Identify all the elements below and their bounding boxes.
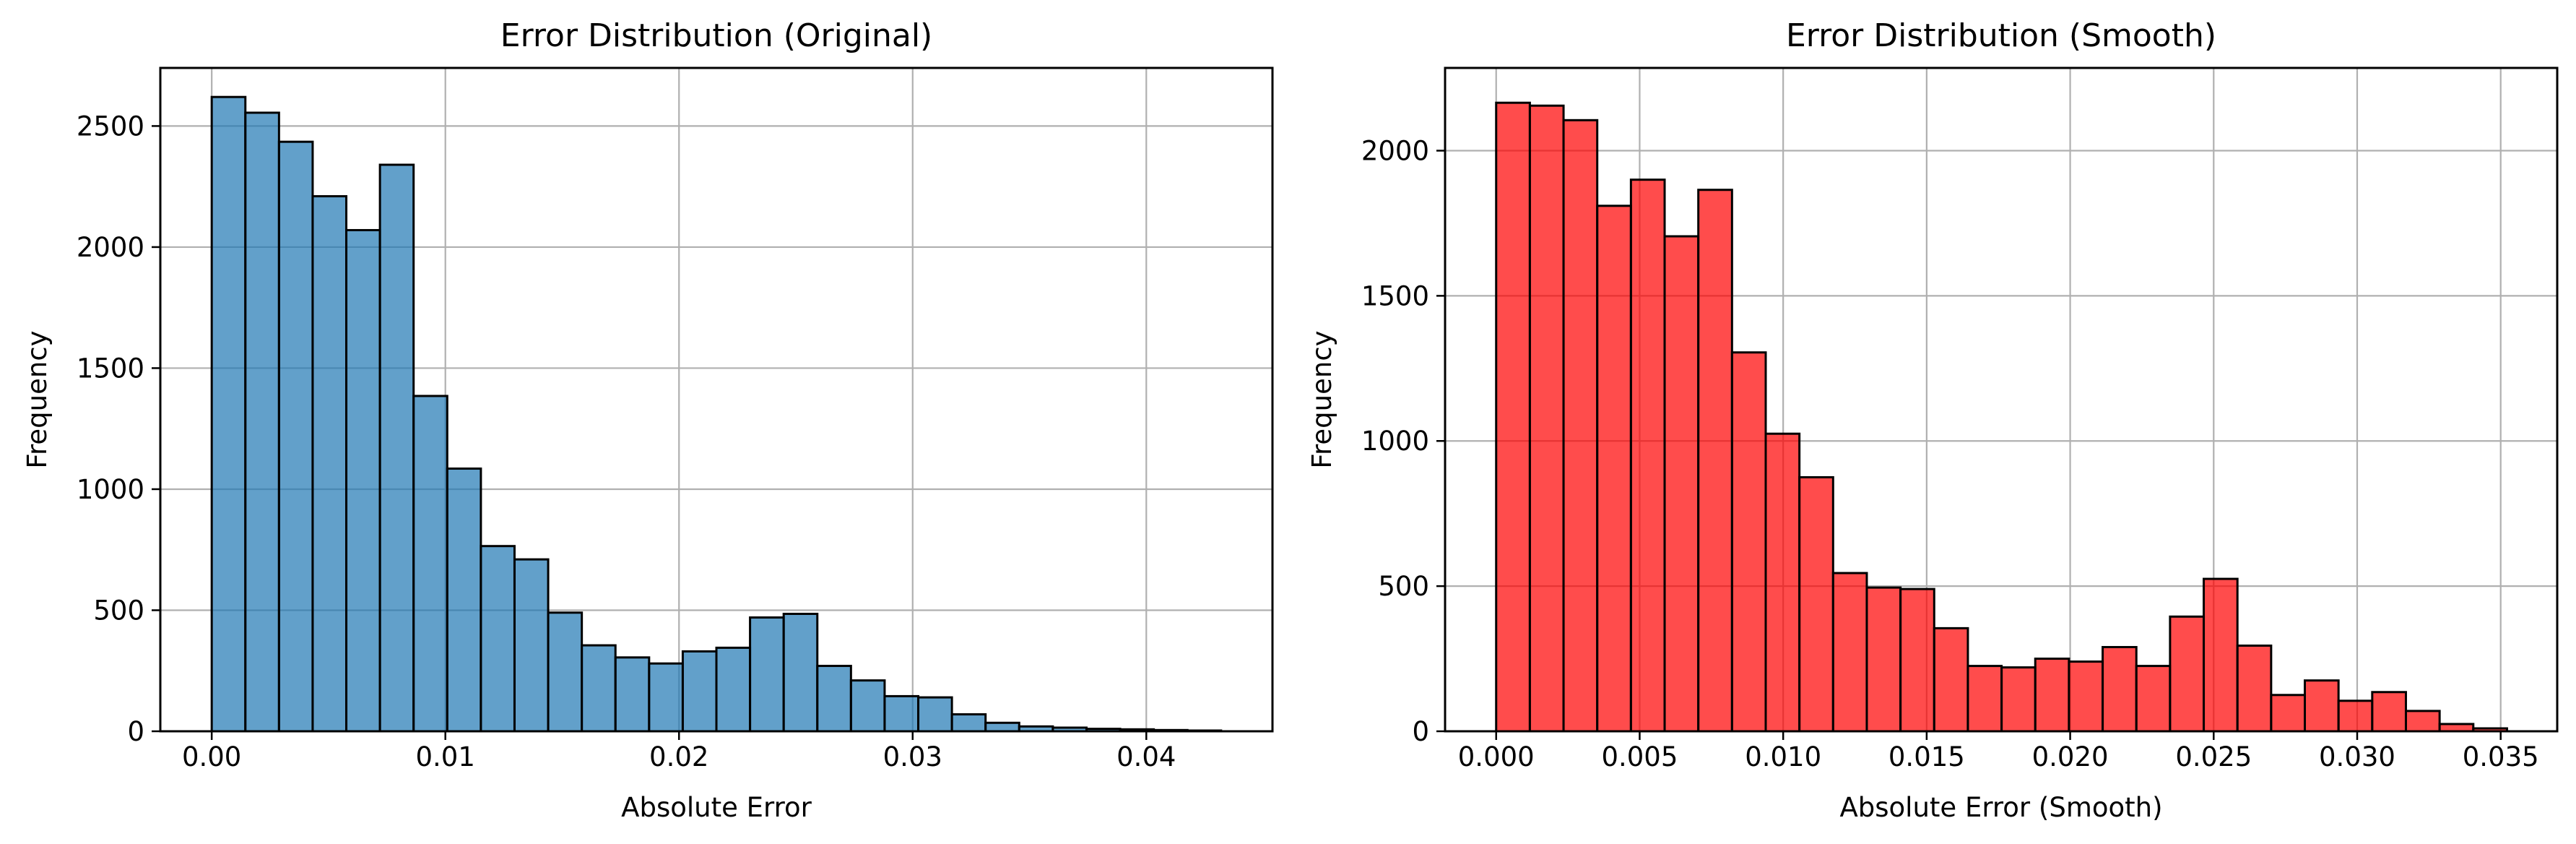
y-tick-label: 500 [93, 595, 144, 626]
x-axis-label: Absolute Error (Smooth) [1839, 792, 2162, 823]
x-tick-label: 0.020 [2032, 741, 2109, 772]
histogram-bar [1764, 432, 1801, 733]
plot-frame [159, 66, 1274, 733]
histogram-original-panel: 0.00 0.01 0.02 0.03 0.04 0 500 1000 1500 2000 2500… [22, 17, 1274, 823]
histogram-bar [2203, 577, 2239, 733]
y-tick-label: 2000 [77, 232, 144, 263]
y-tick-label: 2500 [77, 111, 144, 142]
chart-title: Error Distribution (Smooth) [1786, 17, 2216, 54]
y-tick-label: 1000 [77, 474, 144, 505]
histogram-bar [2236, 644, 2273, 733]
x-tick-label: 0.025 [2175, 741, 2252, 772]
histogram-bar [1629, 178, 1666, 733]
histogram-bar [614, 656, 651, 733]
histogram-bar [648, 662, 684, 733]
histogram-bar [2034, 658, 2070, 733]
histogram-bar [917, 696, 953, 733]
plot-frame [1444, 66, 2559, 733]
y-tick-label: 500 [1378, 571, 1429, 602]
y-axis-label: Frequency [22, 330, 53, 468]
histogram-bar [2169, 615, 2206, 733]
histogram-bar [244, 111, 280, 733]
x-tick-label: 0.04 [1116, 741, 1176, 772]
histogram-bar [681, 650, 718, 733]
histogram-bar [1562, 119, 1599, 733]
histogram-smooth-panel: 0.000 0.005 0.010 0.015 0.020 0.025 0.030 0.035… [1306, 17, 2559, 823]
histogram-bar [715, 646, 752, 733]
histogram-bar [950, 713, 987, 733]
histogram-bar [378, 163, 415, 733]
histogram-bar [277, 140, 314, 733]
histogram-bar [210, 95, 247, 733]
histogram-bar [547, 611, 584, 733]
x-tick-label: 0.03 [883, 741, 942, 772]
histogram-bar [2270, 694, 2307, 733]
histogram-bar [1596, 204, 1632, 733]
histogram-bar [1663, 235, 1700, 733]
histogram-bar [782, 613, 819, 733]
histogram-bar [2438, 723, 2475, 733]
histogram-bar [2000, 666, 2037, 733]
x-tick-label: 0.010 [1745, 741, 1821, 772]
histogram-bar [581, 644, 617, 733]
y-tick-label: 2000 [1361, 135, 1429, 166]
x-tick-label: 0.01 [416, 741, 475, 772]
histogram-bar [311, 195, 348, 733]
histogram-bar [1697, 189, 1733, 733]
histogram-bar [2371, 691, 2407, 733]
x-tick-label: 0.000 [1458, 741, 1535, 772]
x-tick-label: 0.015 [1888, 741, 1965, 772]
histogram-bar [1495, 101, 1531, 733]
histogram-bar [2102, 645, 2138, 733]
x-tick-label: 0.02 [649, 741, 708, 772]
histogram-bar [412, 395, 448, 733]
histogram-bar [1933, 626, 1969, 733]
histogram-bar [849, 679, 886, 733]
histogram-bar [2337, 699, 2374, 733]
x-axis-label: Absolute Error [621, 792, 812, 823]
histogram-bar [749, 616, 785, 733]
x-tick-label: 0.035 [2463, 741, 2539, 772]
x-tick-label: 0.00 [182, 741, 241, 772]
histogram-bar [1899, 587, 1935, 733]
y-tick-label: 1500 [1361, 280, 1429, 311]
histogram-bar [480, 545, 516, 733]
histogram-bar [2304, 679, 2340, 733]
histogram-bar [1865, 586, 1902, 733]
histogram-bar [984, 721, 1020, 733]
histogram-bar [446, 467, 482, 733]
histogram-bar [2404, 710, 2441, 733]
histogram-bar [1528, 104, 1565, 733]
y-axis-label: Frequency [1306, 330, 1337, 468]
histogram-bar [1798, 475, 1834, 733]
histogram-bar [816, 665, 852, 733]
y-tick-label: 0 [1412, 716, 1429, 747]
histogram-bar [513, 558, 550, 733]
histogram-bar [1966, 665, 2003, 733]
x-tick-label: 0.005 [1601, 741, 1678, 772]
histogram-bar [345, 228, 381, 733]
y-tick-label: 1000 [1361, 426, 1429, 457]
y-tick-label: 1500 [77, 353, 144, 384]
histogram-bar [1730, 351, 1767, 733]
y-tick-label: 0 [127, 716, 144, 747]
x-tick-label: 0.030 [2319, 741, 2395, 772]
histogram-bar [1831, 572, 1868, 733]
histogram-bar [2068, 660, 2104, 733]
chart-title: Error Distribution (Original) [500, 17, 932, 54]
histogram-bar [883, 694, 920, 733]
histogram-bar [2135, 665, 2172, 733]
